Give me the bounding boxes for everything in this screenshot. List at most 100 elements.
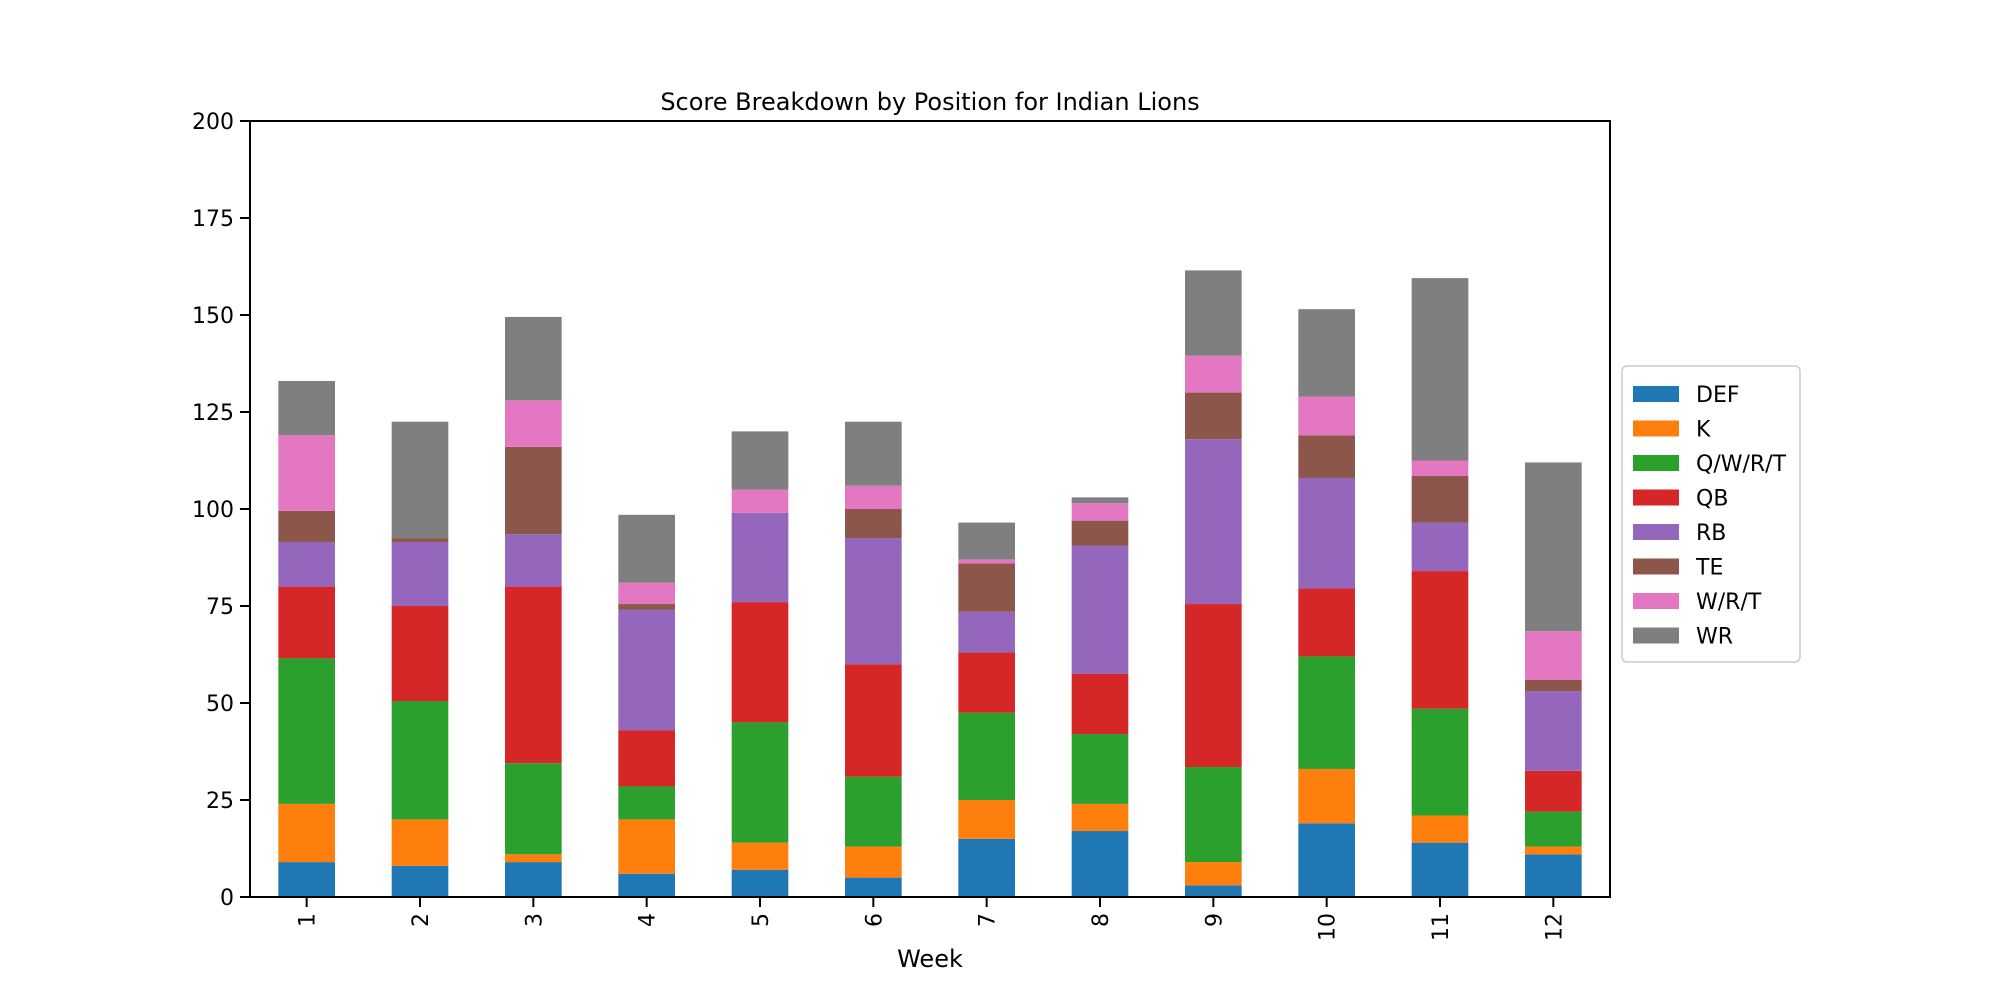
x-tick-label: 5 (749, 913, 774, 927)
bar-segment-q-w-r-t-week-1 (278, 658, 335, 804)
bar-segment-k-week-11 (1411, 815, 1469, 843)
bar-segment-wr-week-9 (1185, 270, 1242, 356)
bar-segment-te-week-9 (1185, 392, 1242, 440)
bar-segment-def-week-10 (1298, 823, 1355, 897)
bar-segment-q-w-r-t-week-10 (1298, 656, 1355, 769)
bar-segment-wr-week-7 (958, 522, 1015, 560)
bar-segment-wr-week-2 (391, 421, 449, 539)
bar-segment-q-w-r-t-week-4 (618, 786, 675, 820)
x-tick-label: 12 (1542, 913, 1567, 941)
bar-segment-wr-week-3 (505, 316, 562, 401)
legend-swatch (1633, 558, 1679, 575)
bar-segment-rb-week-12 (1525, 691, 1582, 771)
bar-segment-k-week-3 (505, 854, 562, 863)
legend-label: W/R/T (1696, 590, 1762, 615)
bar-segment-rb-week-2 (391, 541, 449, 606)
bar-segment-q-w-r-t-week-11 (1411, 708, 1469, 816)
bar-segment-def-week-3 (505, 862, 562, 897)
bar-segment-wr-week-1 (278, 380, 335, 436)
bar-segment-q-w-r-t-week-3 (505, 763, 562, 855)
bar-segment-wr-week-8 (1071, 497, 1129, 504)
bar-segment-qb-week-10 (1298, 588, 1355, 657)
bar-segment-te-week-8 (1071, 520, 1129, 546)
bar-segment-k-week-10 (1298, 768, 1355, 824)
bar-segment-k-week-9 (1185, 862, 1242, 886)
x-tick-label: 11 (1429, 913, 1454, 941)
bar-segment-qb-week-11 (1411, 571, 1469, 709)
bar-segment-def-week-6 (845, 877, 902, 897)
x-tick-label: 6 (862, 913, 887, 927)
bar-segment-k-week-4 (618, 819, 675, 874)
bar-segment-w-r-t-week-11 (1411, 460, 1469, 477)
bar-segment-wr-week-6 (845, 421, 902, 486)
bar-segment-def-week-4 (618, 873, 675, 897)
bar-segment-qb-week-2 (391, 606, 449, 702)
legend-frame (1621, 365, 1801, 663)
bar-segment-rb-week-10 (1298, 477, 1355, 589)
bar-segment-def-week-9 (1185, 885, 1242, 897)
bar-segment-def-week-7 (958, 838, 1015, 897)
bar-segment-w-r-t-week-5 (731, 489, 789, 513)
bar-segment-rb-week-3 (505, 534, 562, 587)
bar-segment-k-week-5 (731, 842, 789, 870)
legend-swatch (1633, 627, 1679, 644)
x-tick-label: 4 (636, 913, 661, 927)
bar-segment-def-week-2 (391, 865, 449, 897)
bar-segment-te-week-12 (1525, 679, 1582, 692)
bar-segment-k-week-6 (845, 846, 902, 878)
bar-segment-def-week-11 (1411, 842, 1469, 897)
x-tick-label: 7 (976, 913, 1001, 927)
bar-segment-qb-week-3 (505, 586, 562, 764)
bar-segment-q-w-r-t-week-5 (731, 722, 789, 843)
x-axis: 1 2 3 4 5 6 7 8 9 10 11 12 (296, 897, 1567, 941)
bar-segment-wr-week-10 (1298, 309, 1355, 397)
bar-segment-def-week-5 (731, 869, 789, 897)
y-tick-label: 150 (192, 304, 234, 329)
bar-segment-te-week-1 (278, 510, 335, 542)
y-tick-label: 0 (220, 886, 234, 911)
bar-segment-w-r-t-week-3 (505, 400, 562, 447)
y-axis: 0 25 50 75 100 125 150 175 200 (192, 110, 250, 911)
bar-segment-w-r-t-week-6 (845, 485, 902, 509)
bar-segment-wr-week-11 (1411, 278, 1469, 461)
legend-label: TE (1695, 556, 1723, 581)
legend-label: K (1696, 418, 1711, 443)
bar-segment-k-week-12 (1525, 846, 1582, 855)
legend-label: WR (1696, 625, 1733, 650)
plot-frame (249, 120, 1611, 898)
legend-swatch (1633, 489, 1679, 506)
x-tick-label: 1 (296, 913, 321, 927)
x-axis-label: Week (897, 945, 963, 973)
chart-title: Score Breakdown by Position for Indian L… (660, 88, 1199, 116)
bar-segment-def-week-1 (278, 862, 335, 897)
legend-label: RB (1696, 521, 1726, 546)
x-tick-label: 3 (522, 913, 547, 927)
bar-segment-qb-week-9 (1185, 604, 1242, 768)
bar-segment-qb-week-12 (1525, 770, 1582, 812)
bar-segment-qb-week-1 (278, 586, 335, 659)
bar-segment-te-week-7 (958, 563, 1015, 612)
bar-segment-wr-week-12 (1525, 462, 1582, 632)
bar-segment-te-week-4 (618, 604, 675, 610)
bar-segment-k-week-2 (391, 819, 449, 866)
y-tick-label: 175 (192, 207, 234, 232)
bar-segment-qb-week-7 (958, 652, 1015, 713)
bar-segment-q-w-r-t-week-9 (1185, 767, 1242, 863)
bar-segment-te-week-6 (845, 509, 902, 539)
x-tick-label: 9 (1202, 913, 1227, 927)
y-tick-label: 100 (192, 498, 234, 523)
bar-segment-q-w-r-t-week-8 (1071, 734, 1129, 804)
bar-segment-q-w-r-t-week-6 (845, 776, 902, 847)
bar-segment-q-w-r-t-week-2 (391, 701, 449, 820)
bar-segment-qb-week-6 (845, 664, 902, 777)
legend-swatch (1633, 524, 1679, 540)
y-tick-label: 125 (192, 401, 234, 426)
legend-label: QB (1696, 487, 1728, 512)
bar-segment-rb-week-8 (1071, 545, 1129, 674)
bar-segment-rb-week-4 (618, 609, 675, 731)
bar-segment-w-r-t-week-8 (1071, 503, 1129, 521)
bar-segment-qb-week-5 (731, 602, 789, 723)
bar-segment-qb-week-8 (1071, 673, 1129, 735)
